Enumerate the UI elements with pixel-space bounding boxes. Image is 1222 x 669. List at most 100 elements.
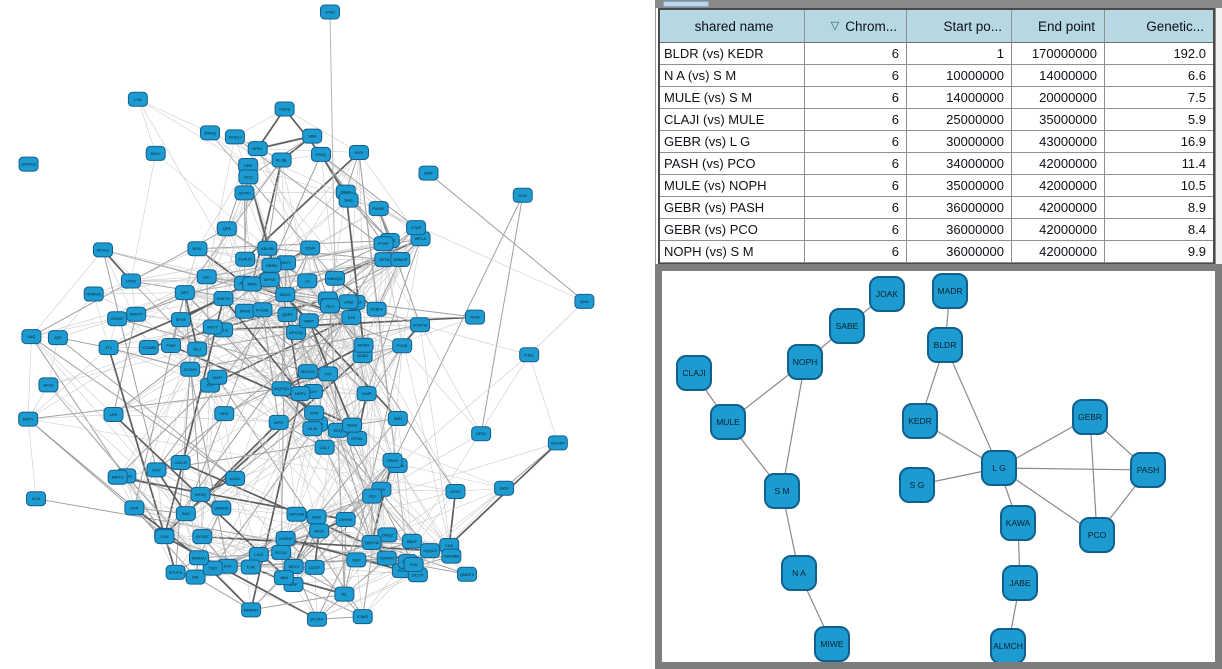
network-node[interactable]: IIFMS [234,303,255,319]
network-node[interactable]: RWS [242,276,263,292]
table-cell[interactable]: 8.4 [1105,219,1213,241]
network-node[interactable]: MIL [185,569,206,585]
network-node[interactable]: UFNC [445,483,466,499]
network-node[interactable]: APXXQ [286,324,307,340]
network-node[interactable]: NPEL [247,141,268,157]
network-node[interactable]: DBM [306,509,327,525]
network-node[interactable]: VZGMB [138,339,159,355]
network-node[interactable]: QCQNT [306,611,327,627]
table-cell[interactable]: 6 [805,197,907,219]
network-node[interactable]: OCC [238,169,259,185]
network-node[interactable]: STAV [320,4,340,20]
network-node-l-g[interactable]: L G [981,450,1017,486]
network-node[interactable]: PWQ [310,146,331,162]
table-cell[interactable]: 14000000 [907,87,1012,109]
network-node[interactable]: TXT [318,366,339,382]
network-node[interactable]: OPWL [347,431,368,447]
network-node[interactable]: NLJ [187,341,208,357]
network-node[interactable]: GFAKF [107,311,128,327]
network-node[interactable]: LII [297,273,318,289]
network-node[interactable]: UZWGK [211,500,232,516]
network-node-madr[interactable]: MADR [932,273,968,309]
network-node[interactable]: SBN [387,411,408,427]
network-node[interactable]: UZGF [304,559,325,575]
network-node[interactable]: XVV [217,558,238,574]
network-node[interactable]: RCOU [271,544,292,560]
table-cell[interactable]: NOPH (vs) S M [660,241,805,263]
network-node[interactable]: FWIEE [368,201,389,217]
network-node[interactable]: MSTY [202,319,223,335]
network-node[interactable]: EJS [341,309,362,325]
network-node[interactable]: NLEL [187,241,208,257]
table-cell[interactable]: 42000000 [1012,219,1105,241]
network-node-noph[interactable]: NOPH [787,344,823,380]
network-node[interactable]: NPT [174,285,195,301]
network-node[interactable]: OLN [154,529,175,545]
network-node[interactable]: JQJ [362,488,383,504]
network-node[interactable]: CULT [314,439,335,455]
network-node[interactable]: FCSGL [252,302,273,318]
table-cell[interactable]: 6 [805,175,907,197]
network-node[interactable]: JMN [273,570,294,586]
network-node[interactable]: VAQ [21,329,42,345]
table-cell[interactable]: 6 [805,109,907,131]
table-cell[interactable]: MULE (vs) NOPH [660,175,805,197]
network-node[interactable]: BBJF [401,533,422,549]
network-node[interactable]: WPLJI [410,231,431,247]
network-node[interactable]: IKL [334,586,355,602]
network-node-pash[interactable]: PASH [1130,452,1166,488]
network-node[interactable]: NSHI [342,417,363,433]
table-row[interactable]: GEBR (vs) PCO 6 36000000 42000000 8.4 [660,219,1213,241]
network-node-pco[interactable]: PCO [1079,517,1115,553]
network-node[interactable]: MJRAU [188,550,209,566]
table-top-scrollbar[interactable] [655,0,1222,8]
overview-network-canvas[interactable]: GXYWPLJIEGMFQANXQLTDDIPJSXVKLJBLCUATXTUN… [0,0,655,669]
network-node[interactable]: QBPE [277,307,298,323]
table-row[interactable]: GEBR (vs) L G 6 30000000 43000000 16.9 [660,131,1213,153]
table-cell[interactable]: 6 [805,153,907,175]
network-node-n-a[interactable]: N A [781,555,817,591]
network-node[interactable]: SFVE [170,312,191,328]
table-cell[interactable]: 170000000 [1012,43,1105,65]
network-node[interactable]: ZRWQ [200,125,221,141]
table-cell[interactable]: 42000000 [1012,175,1105,197]
network-node[interactable]: NTD [304,405,325,421]
table-cell[interactable]: BLDR (vs) KEDR [660,43,805,65]
table-cell[interactable]: 1 [907,43,1012,65]
network-node[interactable]: XYSEZ [192,529,213,545]
table-cell[interactable]: 42000000 [1012,153,1105,175]
table-cell[interactable]: 10.5 [1105,175,1213,197]
table-cell[interactable]: 42000000 [1012,241,1105,263]
network-node[interactable]: XQQUJ [419,543,440,559]
table-cell[interactable]: 10000000 [907,65,1012,87]
network-node[interactable]: KMUQO [324,270,345,286]
table-cell[interactable]: CLAJI (vs) MULE [660,109,805,131]
network-node[interactable]: PJEL [519,347,540,363]
network-node[interactable]: UIMR [356,386,377,402]
network-node[interactable]: CUA [512,187,533,203]
network-node[interactable]: RWTO [107,469,128,485]
table-row[interactable]: N A (vs) S M 6 10000000 14000000 6.6 [660,65,1213,87]
table-cell[interactable]: 25000000 [907,109,1012,131]
network-node[interactable]: JTV [98,340,119,356]
network-node[interactable]: AFJG [38,377,59,393]
table-cell[interactable]: 6 [805,43,907,65]
network-node-miwe[interactable]: MIWE [814,626,850,662]
table-cell[interactable]: 6.6 [1105,65,1213,87]
network-node[interactable]: QPA [216,221,237,237]
network-node[interactable]: WCA [309,523,330,539]
network-node[interactable]: DRRN [261,257,282,273]
table-cell[interactable]: 6 [805,87,907,109]
network-node[interactable]: ZOJNS [180,361,201,377]
network-node[interactable]: VHSQ [190,486,211,502]
network-node[interactable]: LYA [127,91,148,107]
table-cell[interactable]: 34000000 [907,153,1012,175]
network-node[interactable]: QNG [574,293,595,309]
table-cell[interactable]: 20000000 [1012,87,1105,109]
network-node[interactable]: UUGL [225,470,246,486]
table-cell[interactable]: 14000000 [1012,65,1105,87]
network-node[interactable]: WZSPP [547,435,568,451]
network-node[interactable]: NSW [465,309,486,325]
table-row[interactable]: GEBR (vs) PASH 6 36000000 42000000 8.9 [660,197,1213,219]
network-node[interactable]: SOSTW [410,317,431,333]
